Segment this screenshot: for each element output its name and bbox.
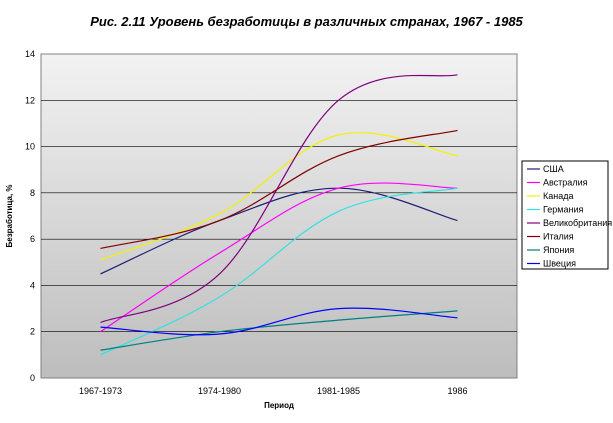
chart-title: Рис. 2.11 Уровень безработицы в различны…: [90, 14, 523, 29]
legend-label: Япония: [543, 245, 574, 255]
series-line: [100, 187, 458, 275]
series-line: [100, 187, 458, 356]
series-lines: [100, 74, 458, 356]
legend-box: [521, 160, 609, 270]
y-tick-labels: 0 2 4 6 8 10 12 14: [25, 49, 35, 383]
series-line: [100, 129, 458, 249]
x-tick-label: 1967-1973: [79, 386, 122, 396]
series-line: [100, 74, 458, 324]
y-tick-label: 4: [30, 280, 35, 290]
series-line: [100, 310, 458, 351]
y-tick-label: 14: [25, 49, 35, 59]
y-tick-label: 0: [30, 373, 35, 383]
grid-lines: [41, 99, 517, 333]
legend-label: Великобритания: [543, 218, 612, 228]
x-tick-label: 1981-1985: [317, 386, 360, 396]
legend-label: США: [543, 164, 564, 174]
legend-label: Австралия: [543, 178, 588, 188]
series-line: [100, 182, 458, 333]
legend-label: Швеция: [543, 259, 576, 269]
x-axis-label: Период: [264, 401, 294, 410]
y-tick-label: 6: [30, 234, 35, 244]
y-tick-label: 12: [25, 95, 35, 105]
legend: США Австралия Канада Германия Великобритания…: [521, 160, 612, 270]
series-line: [100, 307, 458, 336]
legend-label: Германия: [543, 205, 583, 215]
y-tick-label: 2: [30, 327, 35, 337]
legend-label: Италия: [543, 232, 574, 242]
y-axis-label: Безработица, %: [5, 185, 14, 248]
legend-label: Канада: [543, 191, 573, 201]
x-tick-labels: 1967-1973 1974-1980 1981-1985 1986: [79, 386, 468, 396]
y-tick-label: 8: [30, 188, 35, 198]
x-tick-label: 1974-1980: [198, 386, 241, 396]
x-tick-label: 1986: [447, 386, 467, 396]
y-tick-label: 10: [25, 142, 35, 152]
